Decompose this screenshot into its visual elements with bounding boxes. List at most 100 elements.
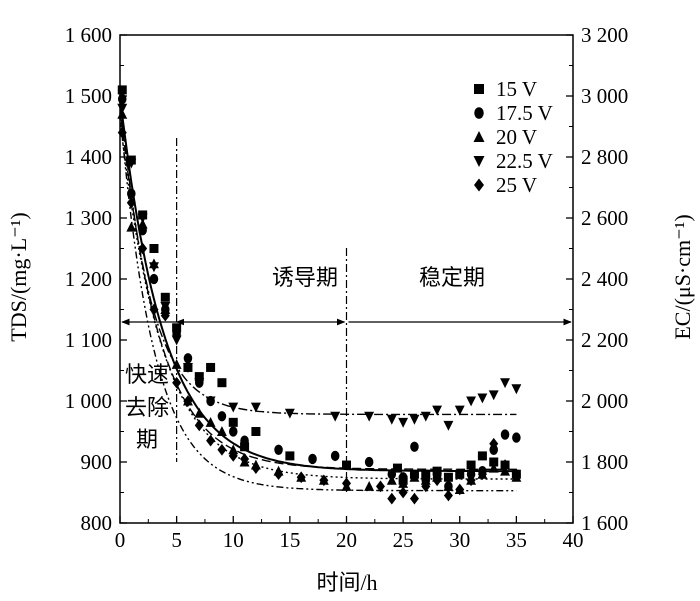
y2-tick-label: 3 200 bbox=[581, 23, 628, 47]
data-point bbox=[117, 85, 127, 95]
y2-tick-label: 2 000 bbox=[581, 389, 628, 413]
data-point bbox=[149, 273, 159, 285]
data-point bbox=[205, 396, 216, 407]
data-point bbox=[398, 477, 409, 488]
y-tick-label: 1 100 bbox=[65, 328, 112, 352]
y-tick-label: 800 bbox=[81, 511, 113, 535]
legend-label: 17.5 V bbox=[496, 101, 553, 125]
data-point bbox=[489, 457, 499, 467]
x-tick-label: 0 bbox=[115, 528, 126, 552]
data-point bbox=[432, 466, 442, 476]
y-tick-label: 900 bbox=[81, 450, 113, 474]
data-point bbox=[319, 474, 329, 487]
legend: 15 V17.5 V20 V22.5 V25 V bbox=[473, 77, 553, 197]
y2-tick-label: 1 600 bbox=[581, 511, 628, 535]
data-point bbox=[477, 468, 487, 481]
data-point bbox=[392, 463, 402, 473]
data-point bbox=[511, 468, 521, 481]
data-point bbox=[250, 402, 261, 413]
tick-labels: 0 5 10 15 20 25 30 35 40 800 1 600 900 1 800 1 000 2 0… bbox=[65, 23, 629, 552]
data-point bbox=[217, 411, 227, 422]
series-2 bbox=[117, 93, 521, 492]
data-point bbox=[228, 450, 238, 462]
data-point bbox=[443, 472, 453, 482]
legend-label: 22.5 V bbox=[496, 149, 553, 173]
data-point bbox=[228, 417, 238, 427]
data-point bbox=[443, 489, 453, 502]
data-point bbox=[194, 372, 204, 382]
x-tick-label: 5 bbox=[171, 528, 182, 552]
data-point bbox=[172, 376, 182, 389]
fit-curve-3 bbox=[119, 112, 517, 492]
data-point bbox=[149, 262, 159, 273]
legend-marker bbox=[474, 84, 484, 94]
data-point bbox=[421, 480, 431, 493]
data-point bbox=[455, 469, 465, 480]
data-point bbox=[420, 411, 431, 422]
y-tick-label: 1 600 bbox=[65, 23, 112, 47]
data-point bbox=[364, 456, 374, 468]
legend-marker bbox=[474, 178, 484, 192]
data-point bbox=[228, 426, 238, 437]
data-point bbox=[432, 405, 443, 416]
data-point bbox=[500, 459, 510, 471]
data-point bbox=[409, 492, 419, 505]
data-point bbox=[375, 480, 385, 493]
data-point bbox=[160, 301, 171, 312]
legend-marker bbox=[473, 131, 485, 142]
data-point bbox=[126, 221, 137, 232]
y-tick-label: 1 500 bbox=[65, 84, 112, 108]
data-point bbox=[466, 396, 477, 407]
data-point bbox=[477, 451, 487, 461]
y2-tick-label: 2 400 bbox=[581, 267, 628, 291]
data-point bbox=[138, 242, 148, 255]
phase-label-fast-line3: 期 bbox=[136, 427, 158, 452]
x-tick-label: 20 bbox=[336, 528, 357, 552]
legend-marker bbox=[474, 107, 484, 119]
y2-tick-label: 1 800 bbox=[581, 450, 628, 474]
data-point bbox=[251, 462, 261, 474]
x-axis-title: 时间/h bbox=[316, 570, 377, 595]
data-point bbox=[489, 437, 499, 450]
data-point bbox=[117, 103, 128, 114]
data-point bbox=[217, 443, 227, 456]
data-point bbox=[466, 474, 476, 487]
data-point bbox=[228, 444, 239, 455]
y-tick-label: 1 400 bbox=[65, 145, 112, 169]
y2-tick-label: 2 800 bbox=[581, 145, 628, 169]
data-point bbox=[296, 471, 306, 484]
data-point bbox=[183, 353, 193, 364]
data-point bbox=[420, 474, 431, 485]
x-tick-label: 10 bbox=[223, 528, 244, 552]
y-tick-label: 1 200 bbox=[65, 267, 112, 291]
data-point bbox=[409, 414, 420, 425]
series-5 bbox=[117, 126, 521, 505]
fit-curve-4 bbox=[119, 94, 517, 416]
data-point bbox=[455, 483, 465, 496]
data-point bbox=[149, 303, 159, 316]
data-point bbox=[240, 453, 250, 465]
data-point bbox=[240, 435, 249, 446]
legend-label: 25 V bbox=[496, 173, 537, 197]
data-point bbox=[477, 393, 488, 404]
data-point bbox=[364, 411, 375, 422]
data-point bbox=[454, 405, 465, 416]
data-point bbox=[183, 362, 193, 373]
x-tick-label: 25 bbox=[393, 528, 414, 552]
phase-label-fast-line1: 快速 bbox=[125, 362, 169, 387]
y-tick-label: 1 000 bbox=[65, 389, 112, 413]
data-point bbox=[217, 378, 227, 388]
data-point bbox=[386, 414, 397, 425]
x-tick-label: 35 bbox=[506, 528, 527, 552]
data-point bbox=[398, 417, 409, 428]
data-point bbox=[194, 407, 205, 418]
data-point bbox=[488, 462, 499, 473]
phase-label-induction: 诱导期 bbox=[272, 265, 338, 290]
x-tick-label: 40 bbox=[563, 528, 584, 552]
fit-curve-5 bbox=[119, 119, 517, 480]
phase-label-fast-line2: 去除 bbox=[125, 395, 169, 420]
data-point bbox=[206, 434, 216, 447]
data-point bbox=[172, 323, 182, 333]
data-point bbox=[137, 218, 148, 229]
legend-label: 20 V bbox=[496, 125, 537, 149]
